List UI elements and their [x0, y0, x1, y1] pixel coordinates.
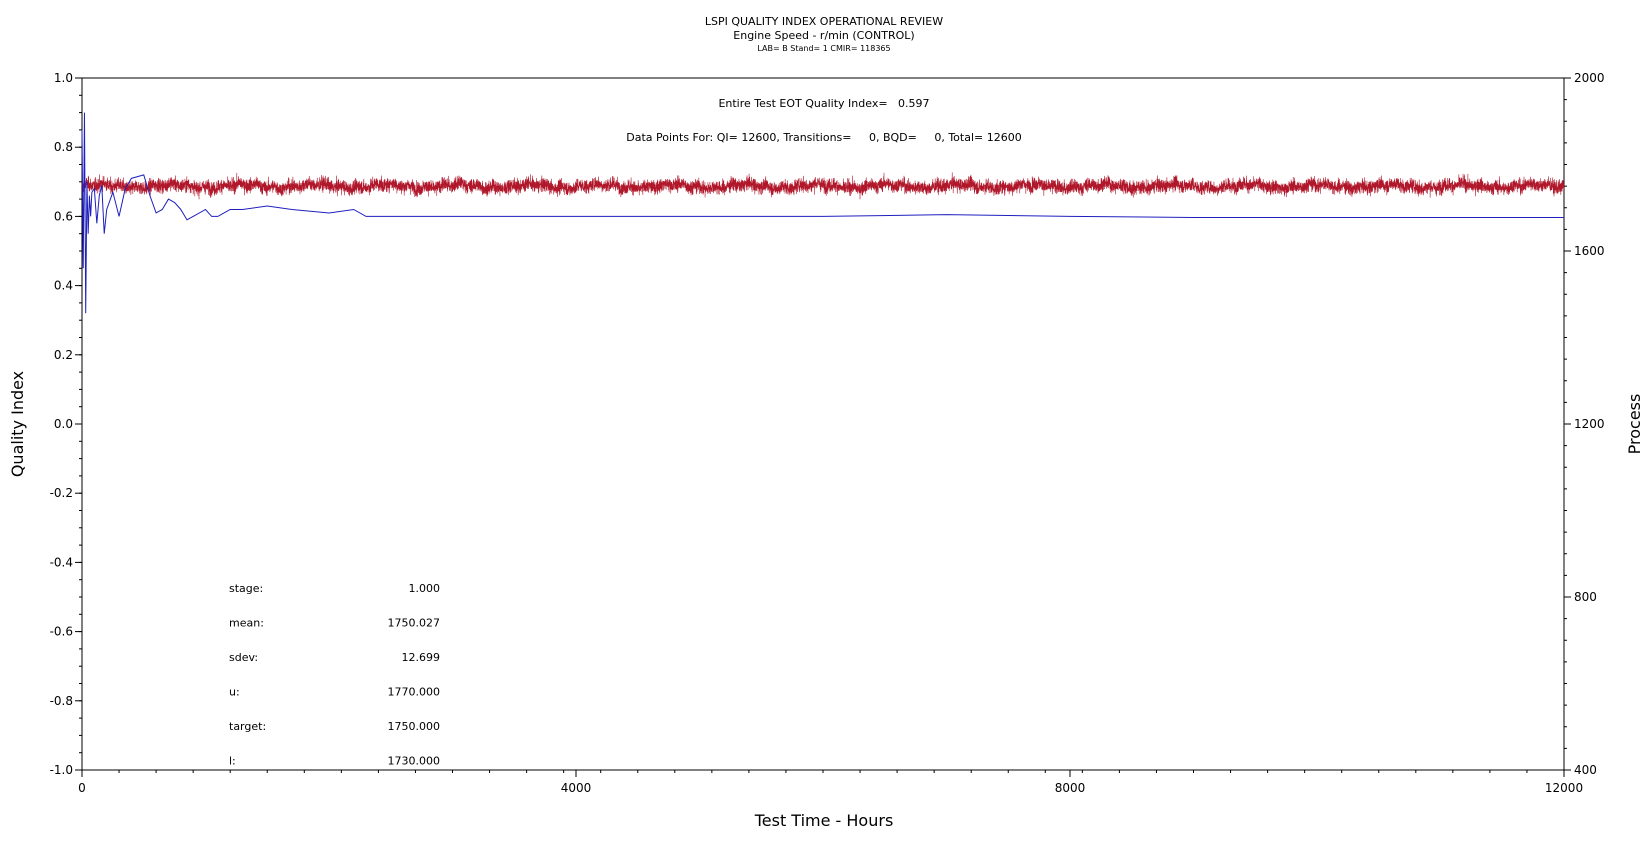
y-tick-label: -0.8 [50, 694, 73, 708]
x-tick-label: 12000 [1545, 781, 1583, 795]
y-tick-label: -0.4 [50, 555, 73, 569]
stat-value: 1730.000 [388, 755, 441, 768]
series-process-line [81, 172, 1565, 200]
y-tick-label: 0.4 [54, 279, 73, 293]
stat-label: l: [229, 755, 236, 768]
stat-value: 1750.000 [388, 720, 441, 733]
y2-tick-label: 1600 [1574, 244, 1605, 258]
y-tick-label: -0.6 [50, 625, 73, 639]
stat-label: target: [229, 720, 266, 733]
y-axis-left: 1.0 0.8 0.6 0.4 0.2 0.0 -0.2 -0.4 -0.6 -0.8 -1.0 [50, 71, 82, 777]
y2-tick-label: 800 [1574, 590, 1597, 604]
y-tick-label: 1.0 [54, 71, 73, 85]
x-axis: 0 4000 8000 12000 [78, 770, 1583, 795]
stats-block: stage: 1.000 mean: 1750.027 sdev: 12.699 u: 177… [229, 582, 440, 768]
y2-tick-label: 400 [1574, 763, 1597, 777]
stat-label: mean: [229, 617, 264, 630]
y-tick-label: 0.0 [54, 417, 73, 431]
stat-value: 1770.000 [388, 686, 441, 699]
x-tick-label: 0 [78, 781, 86, 795]
chart-subtitle-lab: LAB= B Stand= 1 CMIR= 118365 [757, 44, 890, 53]
y2-tick-label: 2000 [1574, 71, 1605, 85]
x-tick-label: 4000 [561, 781, 592, 795]
y-tick-label: 0.8 [54, 140, 73, 154]
y-axis-right: 2000 1600 1200 800 400 [1564, 71, 1605, 777]
y-tick-label: 0.2 [54, 348, 73, 362]
y-tick-label: 0.6 [54, 209, 73, 223]
y2-tick-label: 1200 [1574, 417, 1605, 431]
chart-subtitle: Engine Speed - r/min (CONTROL) [733, 29, 914, 42]
series-layer [81, 112, 1565, 314]
stat-value: 12.699 [402, 651, 441, 664]
y-tick-label: -0.2 [50, 486, 73, 500]
stat-label: stage: [229, 582, 263, 595]
y-axis-title: Quality Index [8, 371, 27, 477]
y-tick-label: -1.0 [50, 763, 73, 777]
x-tick-label: 8000 [1055, 781, 1086, 795]
series-quality-index-line [81, 112, 1564, 314]
x-axis-title: Test Time - Hours [754, 811, 894, 830]
stat-value: 1750.027 [388, 617, 441, 630]
chart-title: LSPI QUALITY INDEX OPERATIONAL REVIEW [705, 15, 943, 28]
stat-label: u: [229, 686, 240, 699]
annotation-points: Data Points For: QI= 12600, Transitions=… [626, 131, 1021, 144]
stat-value: 1.000 [409, 582, 441, 595]
annotation-qi: Entire Test EOT Quality Index= 0.597 [718, 97, 929, 110]
y2-axis-title: Process [1625, 394, 1644, 455]
stat-label: sdev: [229, 651, 258, 664]
